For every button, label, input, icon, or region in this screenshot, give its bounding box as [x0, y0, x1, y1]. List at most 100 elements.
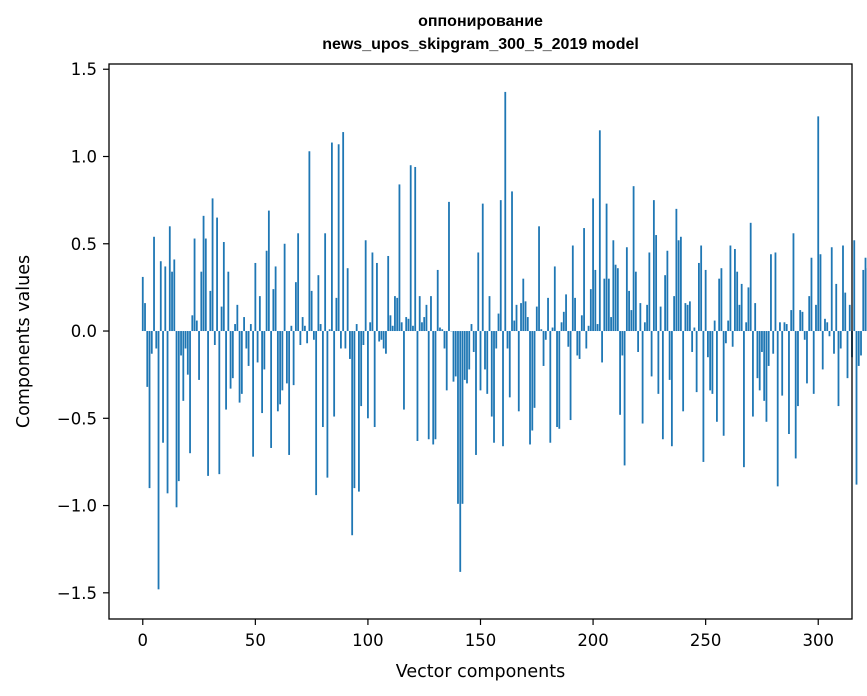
- bar: [155, 331, 158, 349]
- chart-title-line-1: оппонирование: [418, 13, 543, 30]
- bar: [376, 262, 378, 332]
- x-tick-label: 250: [690, 631, 722, 650]
- bar: [556, 331, 558, 428]
- bar: [718, 278, 721, 332]
- bar: [659, 306, 662, 332]
- bar: [783, 322, 786, 332]
- bars-group: [141, 91, 867, 590]
- bar: [720, 268, 723, 332]
- bar: [688, 301, 691, 332]
- bar: [265, 250, 268, 332]
- y-tick-label: 0.0: [71, 322, 97, 341]
- bar: [610, 317, 612, 332]
- bar: [493, 331, 495, 443]
- bar: [707, 331, 709, 358]
- bar: [240, 331, 243, 394]
- bar: [601, 331, 603, 363]
- bar: [731, 331, 734, 347]
- bar: [641, 331, 644, 424]
- bar: [673, 296, 676, 332]
- bar: [497, 313, 500, 332]
- bar: [664, 275, 667, 332]
- bar: [159, 261, 162, 332]
- bar: [763, 331, 766, 401]
- bar: [538, 226, 540, 332]
- bar: [670, 331, 673, 447]
- y-tick-label: −0.5: [57, 409, 97, 428]
- y-tick-label: 1.0: [71, 148, 97, 167]
- bar: [342, 132, 345, 332]
- bar: [371, 252, 374, 332]
- bar: [544, 331, 547, 340]
- bar: [391, 325, 394, 332]
- bar: [175, 331, 178, 508]
- bar: [234, 324, 236, 332]
- bar: [425, 304, 428, 332]
- bar: [655, 235, 658, 332]
- bar: [173, 259, 176, 332]
- bar: [168, 226, 171, 332]
- bar: [803, 331, 806, 340]
- bar: [844, 292, 847, 332]
- bar: [398, 184, 401, 332]
- bar: [817, 116, 820, 332]
- bar: [801, 311, 804, 332]
- bar: [400, 322, 403, 332]
- bar: [182, 331, 185, 401]
- bar: [727, 320, 730, 332]
- bar: [695, 331, 698, 393]
- bar: [448, 201, 450, 332]
- bar: [860, 331, 862, 356]
- bar: [560, 322, 563, 332]
- bar: [547, 297, 549, 332]
- bar: [864, 257, 867, 332]
- bar: [294, 282, 297, 332]
- bar: [301, 317, 304, 332]
- bar: [722, 331, 725, 436]
- bar: [837, 331, 840, 407]
- bar: [770, 254, 772, 332]
- bar: [353, 331, 356, 489]
- bar: [594, 269, 597, 332]
- bar: [603, 278, 606, 332]
- bar: [740, 283, 743, 332]
- bar: [288, 331, 291, 455]
- bar: [364, 240, 367, 332]
- bar: [616, 268, 619, 332]
- bar: [373, 331, 376, 428]
- bar: [646, 304, 649, 332]
- bar: [193, 238, 196, 332]
- bar: [418, 296, 421, 332]
- bar: [162, 331, 164, 443]
- bar: [686, 304, 689, 332]
- bar: [238, 331, 241, 403]
- bar: [542, 331, 545, 366]
- bar: [812, 331, 815, 394]
- bar: [484, 331, 486, 370]
- bar: [592, 198, 594, 332]
- bar: [279, 331, 282, 405]
- bar: [283, 243, 286, 332]
- bar: [637, 331, 640, 352]
- bar: [445, 331, 448, 391]
- bar: [598, 130, 601, 332]
- bar: [506, 331, 509, 349]
- bar: [326, 331, 329, 478]
- bar: [328, 329, 331, 332]
- bar: [443, 331, 446, 349]
- y-axis: −1.5 −1.0 −0.5 0.0 0.5 1.0 1.5: [57, 60, 109, 603]
- bar: [281, 331, 284, 391]
- bar: [213, 331, 216, 345]
- x-tick-label: 300: [802, 631, 834, 650]
- bar: [403, 331, 405, 410]
- bar: [855, 331, 858, 485]
- bar: [409, 165, 412, 332]
- bar: [441, 329, 444, 332]
- bar: [652, 200, 655, 332]
- bar: [704, 269, 707, 332]
- bar: [290, 325, 293, 332]
- bar: [416, 331, 419, 441]
- x-axis: 0 50 100 150 200 250 300: [138, 619, 834, 650]
- bar: [709, 331, 712, 391]
- bar: [513, 320, 516, 332]
